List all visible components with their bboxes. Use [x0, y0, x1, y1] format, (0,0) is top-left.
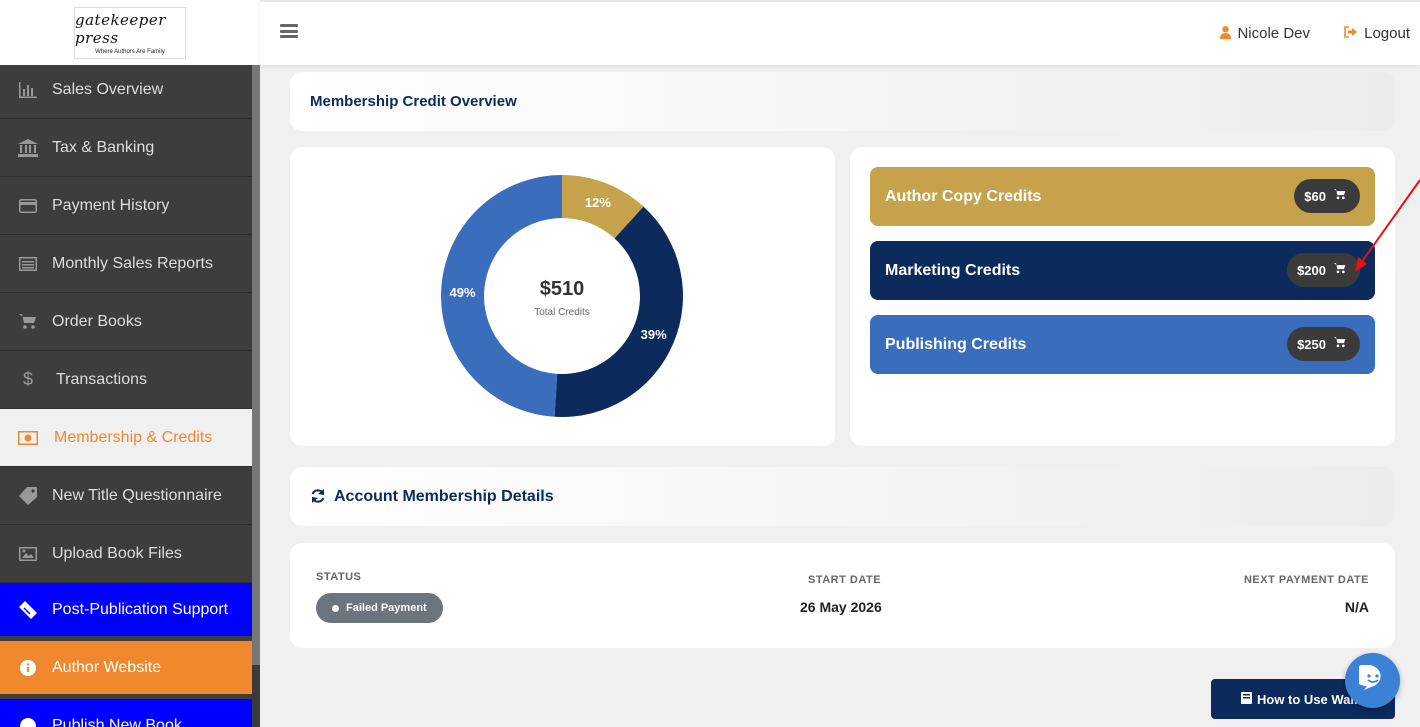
credit-card-publishing[interactable]: Publishing Credits $250 [870, 315, 1375, 374]
ticket-icon [18, 600, 38, 620]
topbar: Nicole Dev Logout [260, 0, 1420, 65]
overview-header: Membership Credit Overview [290, 72, 1395, 131]
logo[interactable]: gatekeeper press Where Authors Are Famil… [74, 6, 186, 59]
sidebar-item-label: Post-Publication Support [52, 600, 229, 618]
donut-slice-label: 12% [585, 195, 611, 210]
refresh-icon[interactable] [310, 488, 326, 509]
status-label: STATUS [316, 571, 362, 583]
credits-chart-panel: $510 Total Credits 12% 39% 49% [290, 147, 835, 446]
credit-amount: $60 [1304, 188, 1326, 204]
logout-link[interactable]: Logout [1344, 25, 1410, 42]
credit-amount-pill[interactable]: $250 [1287, 327, 1360, 361]
credit-card-author-copy[interactable]: Author Copy Credits $60 [870, 167, 1375, 226]
cart-icon [1334, 337, 1346, 351]
tag-icon [18, 486, 38, 506]
chat-launcher-button[interactable] [1345, 653, 1400, 708]
info-icon [18, 658, 38, 678]
walkthrough-label: How to Use Walk [1257, 691, 1362, 707]
donut-slice-label: 39% [641, 327, 667, 342]
donut-slice-label: 49% [450, 285, 476, 300]
list-icon [18, 254, 38, 274]
sidebar-item-label: Payment History [52, 196, 170, 214]
overview-title: Membership Credit Overview [310, 93, 517, 110]
sidebar-item-post-publication-support[interactable]: Post-Publication Support [0, 583, 252, 641]
sidebar: Sales Overview Tax & Banking Payment His… [0, 0, 260, 727]
chat-icon [1353, 664, 1387, 696]
credit-label: Marketing Credits [885, 261, 1021, 279]
sidebar-item-label: Tax & Banking [52, 138, 155, 156]
user-menu[interactable]: Nicole Dev [1220, 25, 1310, 42]
bar-chart-icon [18, 80, 38, 100]
start-date-value: 26 May 2026 [800, 599, 882, 615]
sidebar-item-label: Author Website [52, 658, 162, 676]
credit-amount: $200 [1297, 262, 1326, 278]
sidebar-item-label: Transactions [56, 370, 147, 388]
credit-amount-pill[interactable]: $60 [1294, 179, 1360, 213]
sidebar-nav: Sales Overview Tax & Banking Payment His… [0, 61, 252, 727]
next-payment-value: N/A [1344, 599, 1369, 615]
sidebar-item-transactions[interactable]: $ Transactions [0, 351, 252, 409]
book-icon [1241, 691, 1252, 707]
sidebar-item-publish-new-book[interactable]: Publish New Book [0, 699, 252, 727]
sidebar-item-order-books[interactable]: Order Books [0, 293, 252, 351]
sidebar-item-label: Sales Overview [52, 80, 164, 98]
menu-toggle-icon[interactable] [280, 24, 298, 38]
sidebar-item-label: Monthly Sales Reports [52, 254, 213, 272]
credit-amount: $250 [1297, 336, 1326, 352]
logo-tagline: Where Authors Are Family [95, 48, 165, 55]
sidebar-item-label: Order Books [52, 312, 142, 330]
credit-label: Author Copy Credits [885, 187, 1042, 205]
logout-label: Logout [1364, 25, 1410, 42]
sidebar-item-tax-banking[interactable]: Tax & Banking [0, 119, 252, 177]
status-value: Failed Payment [346, 602, 427, 614]
account-title: Account Membership Details [334, 488, 554, 505]
credit-card-icon [18, 196, 38, 216]
logout-icon [1344, 26, 1358, 41]
start-date-label: START DATE [808, 574, 882, 586]
sidebar-scrollbar[interactable] [252, 65, 260, 665]
cart-icon [1334, 263, 1346, 277]
chart-center-value: $510 [540, 278, 585, 300]
sidebar-item-author-website[interactable]: Author Website [0, 641, 252, 699]
status-badge: Failed Payment [316, 593, 443, 623]
status-dot-icon [332, 604, 339, 612]
sidebar-item-label: Publish New Book [52, 716, 182, 727]
credit-label: Publishing Credits [885, 335, 1027, 353]
credits-list-panel: Author Copy Credits $60 Marketing Credit… [850, 147, 1395, 446]
credits-donut-chart: $510 Total Credits 12% 39% 49% [441, 175, 683, 417]
sidebar-item-label: Upload Book Files [52, 544, 182, 562]
sidebar-item-payment-history[interactable]: Payment History [0, 177, 252, 235]
user-name: Nicole Dev [1237, 25, 1310, 42]
bank-icon [18, 138, 38, 158]
cart-icon [1334, 189, 1346, 203]
annotation-arrow [1355, 179, 1420, 272]
donut-slice-2[interactable] [554, 206, 683, 417]
account-header: Account Membership Details [290, 467, 1395, 526]
account-status-panel: STATUS Failed Payment START DATE 26 May … [290, 543, 1395, 648]
chart-center-label: Total Credits [534, 307, 590, 318]
sidebar-item-sales-overview[interactable]: Sales Overview [0, 61, 252, 119]
credit-amount-pill[interactable]: $200 [1287, 253, 1360, 287]
dollar-icon: $ [22, 369, 33, 389]
sidebar-item-upload-book-files[interactable]: Upload Book Files [0, 525, 252, 583]
user-icon [1220, 25, 1232, 42]
sidebar-item-label: New Title Questionnaire [52, 486, 222, 504]
sidebar-item-label: Membership & Credits [54, 428, 213, 446]
cart-icon [18, 312, 38, 332]
sidebar-item-new-title-questionnaire[interactable]: New Title Questionnaire [0, 467, 252, 525]
sidebar-item-membership-credits[interactable]: Membership & Credits [0, 409, 252, 467]
image-icon [18, 544, 38, 564]
donut-slice-3[interactable] [441, 175, 562, 417]
logo-text: gatekeeper press [75, 10, 166, 47]
book-icon [18, 716, 38, 727]
donut-slice-1[interactable] [562, 175, 644, 239]
next-payment-label: NEXT PAYMENT DATE [1243, 574, 1369, 586]
credit-card-marketing[interactable]: Marketing Credits $200 [870, 241, 1375, 300]
money-icon [18, 428, 38, 448]
sidebar-item-monthly-sales-reports[interactable]: Monthly Sales Reports [0, 235, 252, 293]
logo-area[interactable]: gatekeeper press Where Authors Are Famil… [0, 0, 260, 65]
